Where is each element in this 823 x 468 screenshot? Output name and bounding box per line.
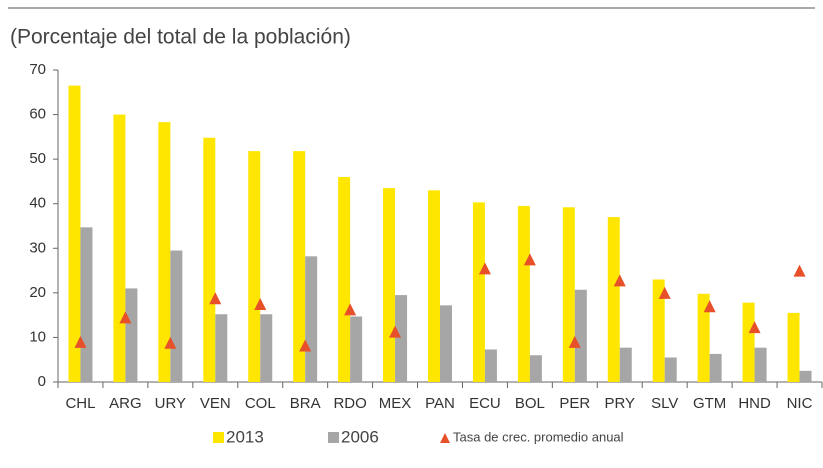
bar (158, 122, 171, 383)
triangle-marker (523, 253, 536, 266)
triangle-marker (254, 298, 267, 310)
bar (395, 295, 408, 382)
bar (305, 256, 318, 382)
bar (338, 176, 351, 382)
y-tick-label: 70 (29, 61, 46, 78)
bar (440, 305, 452, 382)
triangle-marker (344, 303, 357, 316)
y-tick-label: 0 (38, 373, 46, 390)
x-tick-label: HND (738, 395, 771, 412)
bar (260, 314, 273, 382)
bar (799, 370, 812, 382)
bar (619, 347, 632, 382)
triangle-marker (703, 300, 716, 313)
bar (68, 85, 81, 382)
y-tick-label: 40 (29, 195, 46, 212)
y-tick-label: 10 (29, 328, 46, 345)
x-tick-label: ECU (469, 395, 501, 412)
bar (664, 357, 677, 382)
x-tick-label: VEN (200, 395, 231, 412)
bar (709, 353, 722, 382)
triangle-marker (748, 321, 761, 334)
bar (113, 114, 126, 383)
x-tick-label: GTM (693, 395, 726, 412)
bar (350, 316, 363, 382)
bar (215, 314, 228, 382)
triangle-marker (389, 325, 402, 338)
bar (170, 250, 183, 382)
bar (484, 349, 497, 382)
x-tick-label: PRY (604, 395, 635, 412)
y-tick-label: 30 (29, 239, 46, 256)
x-tick-label: MEX (379, 395, 412, 412)
bar (293, 151, 306, 382)
x-tick-label: BRA (290, 395, 321, 412)
chart-subtitle: (Porcentaje del total de la población) (10, 26, 351, 49)
x-tick-label: RDO (333, 395, 366, 412)
legend-marker (440, 433, 450, 443)
triangle-marker (658, 286, 671, 299)
bar (697, 293, 710, 382)
triangle-marker (478, 262, 491, 275)
x-tick-label: ARG (109, 395, 142, 412)
triangle-marker (568, 335, 581, 348)
bar (203, 137, 216, 382)
legend-label: 2006 (341, 427, 379, 446)
bar (80, 227, 93, 382)
y-tick-label: 50 (29, 150, 46, 167)
legend-swatch (213, 432, 224, 443)
bar (428, 190, 440, 382)
x-tick-label: COL (245, 395, 276, 412)
x-tick-label: CHL (65, 395, 95, 412)
triangle-marker (793, 264, 806, 277)
bar (125, 288, 138, 382)
legend-label: 2013 (226, 427, 264, 446)
y-tick-label: 60 (29, 106, 46, 123)
x-tick-label: PAN (425, 395, 455, 412)
bar (472, 202, 485, 382)
bar (754, 347, 767, 382)
triangle-marker (613, 274, 626, 287)
y-tick-label: 20 (29, 284, 46, 301)
x-tick-label: SLV (651, 395, 678, 412)
x-tick-label: PER (559, 395, 590, 412)
x-tick-label: URY (155, 395, 186, 412)
bar (787, 312, 800, 382)
x-tick-label: NIC (787, 395, 813, 412)
triangle-marker (299, 339, 312, 352)
triangle-marker (164, 336, 177, 349)
bar (562, 207, 575, 382)
legend-label: Tasa de crec. promedio anual (453, 429, 624, 444)
x-tick-label: BOL (515, 395, 545, 412)
triangle-marker (119, 311, 132, 324)
bar (517, 205, 530, 382)
bar (574, 289, 587, 382)
bar (742, 302, 755, 382)
triangle-marker (209, 292, 222, 305)
bar (529, 355, 542, 382)
bar (652, 279, 665, 382)
bar (383, 188, 396, 382)
bar (248, 151, 261, 382)
bar (607, 217, 620, 382)
triangle-marker (74, 335, 87, 348)
legend-swatch (328, 432, 339, 443)
